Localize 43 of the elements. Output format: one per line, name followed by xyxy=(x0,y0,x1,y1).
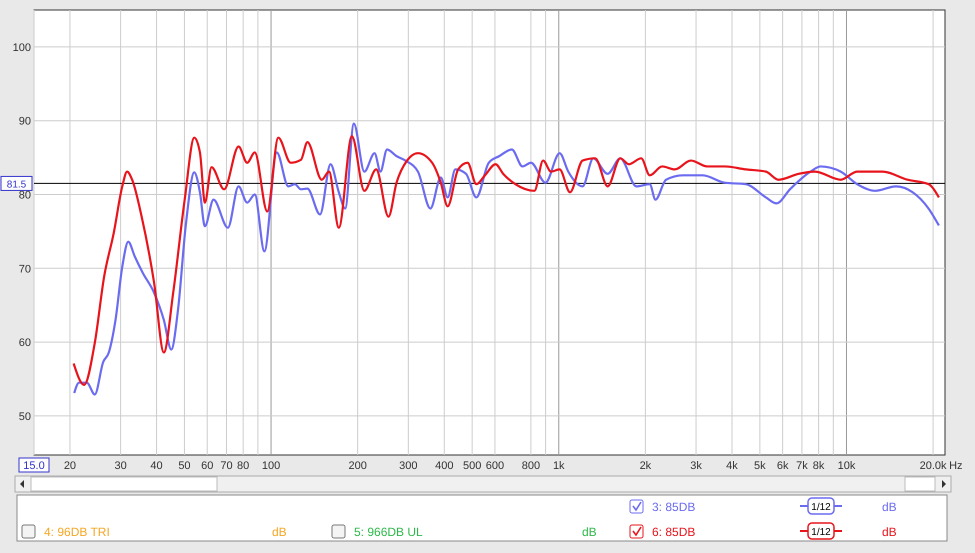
x-tick-label: 300 xyxy=(399,460,418,472)
x-tick-label: 400 xyxy=(435,460,454,472)
x-tick-label: 30 xyxy=(114,460,127,472)
text: dB xyxy=(882,525,897,539)
legend-label: 3: 85DB xyxy=(652,500,696,514)
text: dB xyxy=(882,500,897,514)
x-tick-label: 40 xyxy=(150,460,163,472)
x-tick-label: 4k xyxy=(726,460,738,472)
x-tick-label: 50 xyxy=(178,460,191,472)
text: 5: 966DB UL xyxy=(354,525,424,539)
x-tick-label: 1k xyxy=(552,460,566,472)
ref-line-label: 81.5 xyxy=(6,179,27,190)
x-tick-label: 200 xyxy=(348,460,367,472)
x-tick-label: 7k xyxy=(796,460,808,472)
y-tick-label: 80 xyxy=(18,189,31,202)
legend-label: 6: 85DB xyxy=(652,525,696,539)
text: dB xyxy=(582,525,597,539)
text: 1/12 xyxy=(811,502,832,513)
text: 4: 96DB TRI xyxy=(44,525,110,539)
y-tick-label: 60 xyxy=(18,337,31,350)
y-tick-label: 90 xyxy=(18,116,31,128)
x-tick-label: 20 xyxy=(64,460,76,472)
x-tick-label: 600 xyxy=(486,460,504,472)
x-tick-label: 800 xyxy=(522,460,540,472)
x-tick-label: 2k xyxy=(640,460,652,472)
x-tick-label: 70 xyxy=(220,460,233,472)
x-tick-label: 80 xyxy=(237,460,250,472)
x-tick-label: 10k xyxy=(838,460,856,472)
y-tick-label: 50 xyxy=(18,410,31,423)
y-tick-label: 100 xyxy=(12,42,31,54)
x-axis-title: Hz xyxy=(949,460,963,472)
x-tick-label: 15.0 xyxy=(23,460,45,472)
text: 1/12 xyxy=(811,527,831,538)
y-tick-label: 70 xyxy=(18,263,31,276)
x-tick-label: 60 xyxy=(201,460,214,472)
x-tick-label: 100 xyxy=(262,460,280,472)
text: dB xyxy=(272,525,287,539)
x-tick-label: 20.0k xyxy=(920,460,948,472)
x-tick-label: 5k xyxy=(754,460,766,472)
x-tick-label: 500 xyxy=(462,460,482,472)
x-tick-label: 3k xyxy=(690,460,702,472)
x-tick-label: 6k xyxy=(776,460,789,472)
x-tick-label: 8k xyxy=(812,460,825,472)
